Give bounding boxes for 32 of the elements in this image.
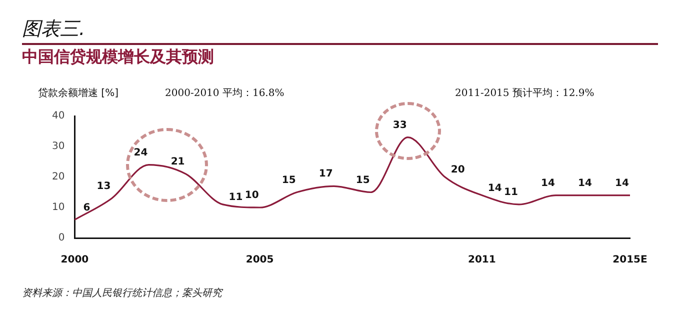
- y-tick-label: 0: [58, 232, 65, 244]
- text: 2011-2015 预计平均：12.9%: [455, 86, 594, 100]
- x-tick-label: 2005: [246, 254, 274, 266]
- text: 图表三.: [22, 17, 86, 42]
- y-axis-title: 贷款余额增速 [%]: [38, 86, 118, 100]
- data-label: 33: [392, 120, 407, 131]
- data-label: 11: [504, 187, 518, 198]
- data-label: 15: [282, 174, 296, 186]
- data-label: 14: [488, 182, 502, 194]
- x-tick-label: 2000: [60, 254, 89, 266]
- data-label: 6: [83, 202, 90, 214]
- chart-title: 中国信贷规模增长及其预测: [22, 47, 214, 68]
- data-label: 10: [244, 190, 259, 202]
- x-tick-label: 2011: [468, 254, 496, 266]
- data-label: 14: [541, 178, 555, 189]
- data-label: 14: [578, 178, 592, 189]
- text: 资料来源：中国人民银行统计信息；案头研究: [22, 286, 222, 300]
- data-label: 24: [134, 147, 148, 158]
- line-series: [74, 136, 631, 220]
- y-tick-label: 10: [52, 202, 65, 214]
- y-tick-label: 40: [52, 110, 65, 122]
- text: 2000-2010 平均：16.8%: [165, 87, 284, 100]
- data-label: 21: [170, 156, 185, 168]
- data-label: 20: [450, 164, 465, 176]
- data-label: 11: [228, 192, 243, 204]
- y-tick-label: 30: [52, 141, 65, 152]
- data-label: 14: [615, 178, 629, 189]
- data-label: 15: [356, 174, 370, 186]
- data-label: 17: [318, 168, 333, 180]
- x-tick-label: 2015E: [612, 254, 648, 266]
- y-tick-label: 20: [52, 172, 65, 183]
- data-label: 13: [96, 180, 111, 192]
